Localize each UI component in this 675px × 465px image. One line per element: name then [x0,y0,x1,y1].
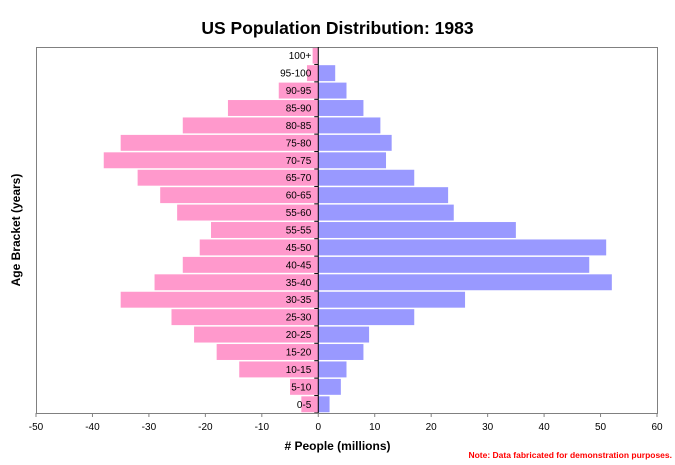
bar-left-80-85 [182,117,319,134]
bar-right-65-70 [318,169,415,186]
x-tick-label: -10 [255,422,270,433]
x-tick-label: 20 [426,422,438,433]
bar-left-35-40 [154,274,319,291]
x-tick-label: 40 [539,422,551,433]
bar-left-40-45 [182,256,319,273]
category-label: 55-60 [286,208,312,219]
x-tick-label: 30 [482,422,494,433]
x-tick-label: 10 [369,422,381,433]
bar-right-35-40 [318,274,612,291]
x-tick-label: 0 [315,422,321,433]
x-axis-label: # People (millions) [284,439,391,453]
category-label: 95-100 [280,69,312,80]
category-labels: 0-5 5-10 10-15 15-20 20-25 25-30 30-35 35-40 40-… [280,51,319,414]
bar-left-55-60 [177,204,319,221]
note-annotation: Note: Data fabricated for demonstration … [468,450,672,460]
category-label: 75-80 [286,138,312,149]
category-label: 25-30 [286,313,312,324]
bar-left-25-30 [171,309,319,326]
category-label: 55-55 [286,226,312,237]
bar-left-20-25 [194,326,319,343]
x-tick-label: -30 [142,422,157,433]
bar-left-55-55 [211,222,319,238]
bar-left-15-20 [216,344,319,360]
category-label: 100+ [289,51,312,62]
x-tick-label: 50 [595,422,607,433]
category-label: 0-5 [297,400,312,411]
bar-right-70-75 [318,152,387,169]
category-label: 45-50 [286,243,312,254]
category-label: 70-75 [286,156,312,167]
bar-right-85-90 [318,100,364,116]
bars-group [103,47,612,413]
bar-right-95-100 [318,65,336,82]
bar-left-70-75 [103,152,319,169]
bar-left-95-100 [306,65,319,82]
bar-left-45-50 [199,239,319,256]
bar-left-0-5 [301,396,319,413]
bar-right-40-45 [318,256,590,273]
bar-left-5-10 [290,378,319,395]
bar-left-90-95 [278,82,319,99]
x-axis-ticks: -50 -40 -30 -20 -10 0 10 20 30 40 50 60 [29,413,663,433]
bar-left-85-90 [227,100,319,116]
category-label: 30-35 [286,295,312,306]
bar-right-20-25 [318,326,370,343]
bar-right-60-65 [318,187,449,204]
category-label: 60-65 [286,191,312,202]
category-label: 40-45 [286,260,312,271]
category-label: 85-90 [286,104,312,115]
chart-title: US Population Distribution: 1983 [201,18,474,38]
bar-right-75-80 [318,134,392,151]
bar-left-30-35 [120,291,319,308]
category-label: 90-95 [286,86,312,97]
bar-left-10-15 [239,361,319,378]
bar-right-80-85 [318,117,381,134]
category-label: 35-40 [286,278,312,289]
x-tick-label: -50 [29,422,44,433]
bar-right-30-35 [318,291,466,308]
bar-right-5-10 [318,378,341,395]
bar-left-75-80 [120,134,319,151]
category-label: 15-20 [286,348,312,359]
bar-right-90-95 [318,82,347,99]
category-label: 80-85 [286,121,312,132]
category-label: 65-70 [286,173,312,184]
category-label: 20-25 [286,330,312,341]
bar-left-100+ [312,47,319,64]
x-tick-label: 60 [651,422,663,433]
category-label: 5-10 [291,382,311,393]
bar-right-55-60 [318,204,454,221]
bar-right-0-5 [318,396,330,413]
plot-frame [36,47,658,414]
bar-right-45-50 [318,239,607,256]
bar-left-65-70 [137,169,319,186]
bar-left-60-65 [160,187,319,204]
x-tick-label: -20 [198,422,213,433]
bar-right-55-55 [318,222,516,238]
category-label: 10-15 [286,365,312,376]
bar-right-10-15 [318,361,347,378]
bar-right-25-30 [318,309,415,326]
bar-right-15-20 [318,344,364,360]
x-tick-label: -40 [85,422,100,433]
